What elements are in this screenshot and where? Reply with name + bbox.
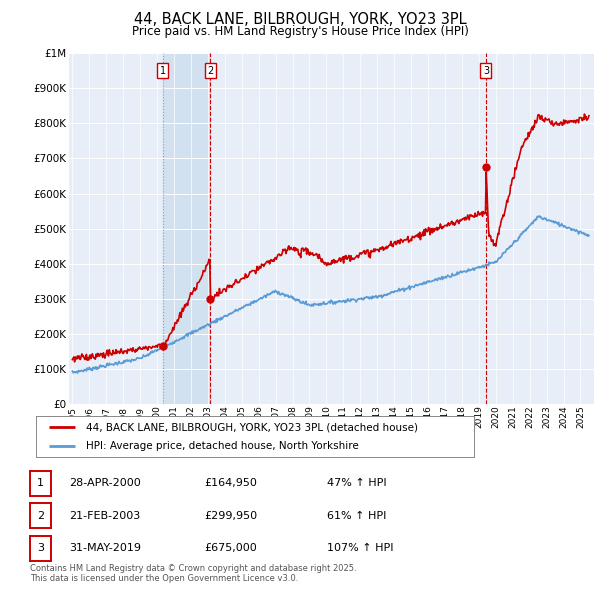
Text: 61% ↑ HPI: 61% ↑ HPI <box>327 511 386 520</box>
Text: £299,950: £299,950 <box>204 511 257 520</box>
Text: 47% ↑ HPI: 47% ↑ HPI <box>327 478 386 488</box>
Bar <box>163 53 210 404</box>
Text: HPI: Average price, detached house, North Yorkshire: HPI: Average price, detached house, Nort… <box>86 441 359 451</box>
Text: £675,000: £675,000 <box>204 543 257 553</box>
Text: 1: 1 <box>37 478 44 488</box>
Text: 2: 2 <box>207 65 213 76</box>
Text: Contains HM Land Registry data © Crown copyright and database right 2025.
This d: Contains HM Land Registry data © Crown c… <box>30 563 356 583</box>
Text: 28-APR-2000: 28-APR-2000 <box>69 478 141 488</box>
Text: 44, BACK LANE, BILBROUGH, YORK, YO23 3PL: 44, BACK LANE, BILBROUGH, YORK, YO23 3PL <box>134 12 466 27</box>
Text: £164,950: £164,950 <box>204 478 257 488</box>
Text: 107% ↑ HPI: 107% ↑ HPI <box>327 543 394 553</box>
Text: 1: 1 <box>160 65 166 76</box>
Text: 2: 2 <box>37 511 44 520</box>
Text: 31-MAY-2019: 31-MAY-2019 <box>69 543 141 553</box>
Text: 21-FEB-2003: 21-FEB-2003 <box>69 511 140 520</box>
Text: 3: 3 <box>483 65 489 76</box>
Text: 3: 3 <box>37 543 44 553</box>
Text: Price paid vs. HM Land Registry's House Price Index (HPI): Price paid vs. HM Land Registry's House … <box>131 25 469 38</box>
Text: 44, BACK LANE, BILBROUGH, YORK, YO23 3PL (detached house): 44, BACK LANE, BILBROUGH, YORK, YO23 3PL… <box>86 422 418 432</box>
